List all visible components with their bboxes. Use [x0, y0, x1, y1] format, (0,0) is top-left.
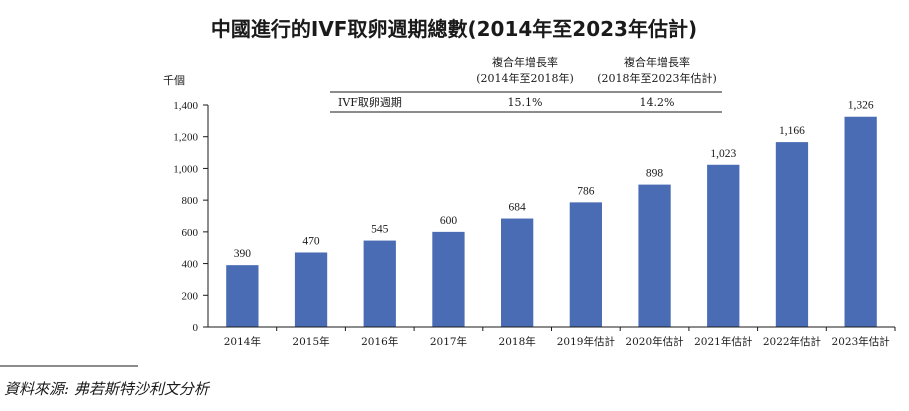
bar-value-label: 600 — [440, 215, 458, 227]
bar-value-label: 684 — [509, 202, 527, 214]
x-tick-label: 2017年 — [430, 335, 467, 348]
y-tick-label: 600 — [182, 227, 199, 239]
bar — [226, 265, 259, 327]
y-tick-label: 0 — [193, 322, 199, 334]
x-tick-label: 2022年估計 — [763, 335, 822, 348]
bar-value-label: 470 — [302, 235, 320, 247]
x-tick-label: 2016年 — [361, 335, 398, 348]
x-tick-label: 2023年估計 — [832, 335, 891, 348]
x-tick-label: 2018年 — [499, 335, 536, 348]
y-tick-label: 800 — [182, 195, 199, 207]
bar — [501, 218, 534, 327]
x-tick-label: 2015年 — [292, 335, 329, 348]
y-tick-label: 1,400 — [173, 100, 198, 112]
bar-value-label: 1,166 — [779, 125, 805, 137]
cagr-col1-header-line2: (2014年至2018年) — [476, 71, 574, 85]
bar — [707, 164, 740, 327]
bars: 390 470 545 600 684 786 898 1,023 1,166 1,326 — [226, 100, 877, 327]
cagr-col1-value: 15.1% — [508, 96, 543, 109]
y-unit-label: 千個 — [163, 74, 185, 87]
bar — [844, 116, 877, 327]
y-tick-label: 400 — [182, 259, 199, 271]
x-tick-label: 2014年 — [224, 335, 261, 348]
bar-value-label: 898 — [646, 168, 664, 180]
source-note: 資料來源: 弗若斯特沙利文分析 — [4, 380, 211, 398]
bar-value-label: 390 — [234, 248, 252, 260]
bar-value-label: 1,326 — [848, 100, 874, 112]
y-tick-label: 1,200 — [173, 132, 198, 144]
chart-title: 中國進行的IVF取卵週期總數(2014年至2023年估計) — [211, 17, 697, 41]
y-tick-label: 200 — [182, 290, 199, 302]
x-tick-label: 2021年估計 — [694, 335, 753, 348]
cagr-row-label: IVF取卵週期 — [338, 96, 402, 109]
bar — [363, 240, 396, 327]
bar — [294, 252, 328, 327]
bar — [432, 231, 465, 327]
x-axis: 2014年 2015年 2016年 2017年 2018年 2019年估計 2020年估計 2… — [208, 326, 896, 348]
bar-value-label: 786 — [577, 185, 595, 197]
bar-value-label: 1,023 — [710, 148, 736, 160]
cagr-col2-header-line1: 複合年增長率 — [624, 55, 690, 69]
bar-value-label: 545 — [371, 224, 389, 236]
bar — [569, 202, 602, 327]
bar — [638, 184, 671, 327]
cagr-table: 複合年增長率 (2014年至2018年) 複合年增長率 (2018年至2023年… — [330, 55, 722, 113]
cagr-col2-header-line2: (2018年至2023年估計) — [597, 71, 717, 85]
bar — [775, 142, 809, 327]
x-tick-label: 2019年估計 — [557, 335, 616, 348]
x-tick-label: 2020年估計 — [625, 335, 684, 348]
cagr-col1-header-line1: 複合年增長率 — [492, 55, 558, 69]
y-axis: 0 200 400 600 800 1,000 1,200 1,400 — [173, 100, 209, 334]
cagr-col2-value: 14.2% — [640, 96, 675, 109]
y-tick-label: 1,000 — [173, 163, 198, 175]
